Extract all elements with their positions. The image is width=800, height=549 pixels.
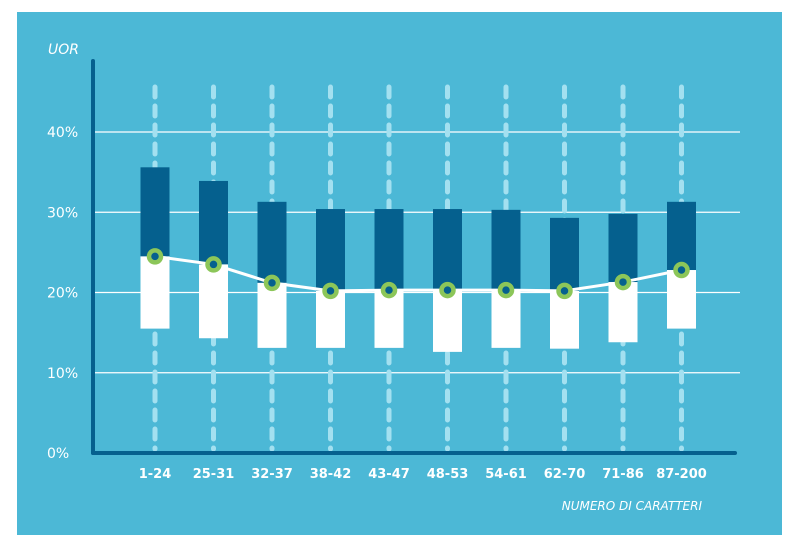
bar-lower xyxy=(667,270,696,329)
bar-upper xyxy=(374,209,404,291)
x-tick-label: 32-37 xyxy=(251,467,293,482)
y-tick-label: 0% xyxy=(47,446,69,462)
y-tick-label: 20% xyxy=(47,286,78,302)
bar-upper xyxy=(608,213,638,283)
median-marker xyxy=(146,248,164,265)
median-marker xyxy=(497,281,515,299)
median-marker xyxy=(205,256,222,273)
bar-lower xyxy=(257,282,287,348)
bar-upper xyxy=(140,167,170,257)
median-marker xyxy=(322,282,339,300)
y-tick-label: 10% xyxy=(47,366,78,382)
median-marker xyxy=(263,274,281,292)
y-tick-label: 40% xyxy=(47,125,78,141)
median-marker xyxy=(614,273,632,291)
y-axis-title: UOR xyxy=(48,42,79,58)
bar-upper xyxy=(550,217,579,291)
bar-upper xyxy=(433,209,462,291)
x-tick-label: 71-86 xyxy=(602,467,644,482)
bar-lower xyxy=(140,256,170,329)
median-line xyxy=(154,254,682,293)
bar-lower xyxy=(491,290,521,348)
bar-lower xyxy=(608,282,638,343)
x-tick-label: 87-200 xyxy=(656,467,707,482)
median-marker xyxy=(380,281,398,299)
bar-upper xyxy=(667,201,696,271)
bar-lower xyxy=(199,264,228,339)
median-marker xyxy=(439,281,456,299)
bar-upper xyxy=(316,209,345,291)
bar-upper xyxy=(491,209,521,291)
bar-lower xyxy=(316,290,345,348)
bar-lower xyxy=(433,290,462,352)
x-tick-label: 38-42 xyxy=(310,467,352,482)
x-axis-title: NUMERO DI CARATTERI xyxy=(562,499,703,513)
x-tick-label: 1-24 xyxy=(139,467,172,482)
bar-lower xyxy=(374,290,404,348)
bar-lower xyxy=(550,290,579,349)
x-tick-label: 43-47 xyxy=(368,467,410,482)
x-tick-label: 25-31 xyxy=(193,467,235,482)
x-tick-label: 62-70 xyxy=(544,467,586,482)
y-tick-label: 30% xyxy=(47,205,78,221)
median-marker xyxy=(673,261,690,279)
bar-upper xyxy=(199,180,228,265)
bar-upper xyxy=(257,201,287,283)
median-marker xyxy=(556,282,573,300)
x-tick-label: 54-61 xyxy=(485,467,527,482)
x-tick-label: 48-53 xyxy=(427,467,469,482)
